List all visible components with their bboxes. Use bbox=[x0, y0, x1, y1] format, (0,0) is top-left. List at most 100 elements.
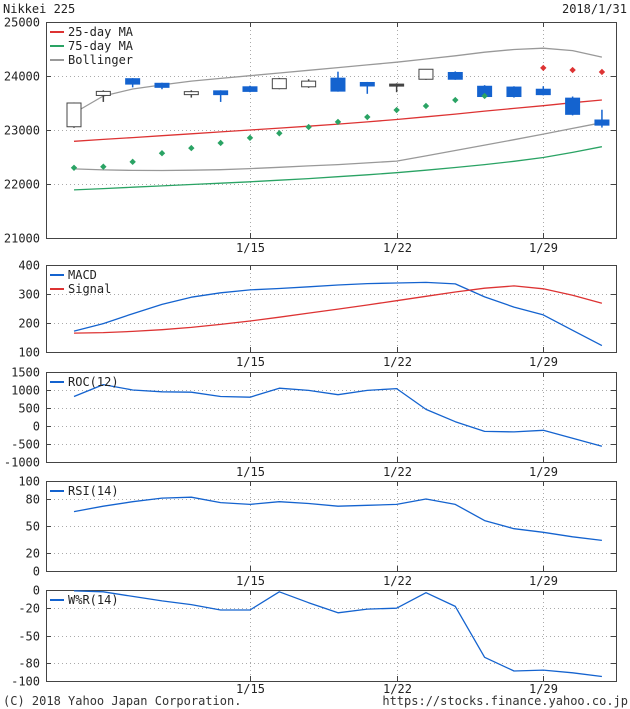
y-axis-label: 24000 bbox=[4, 70, 40, 84]
y-axis-label: -100 bbox=[11, 675, 40, 689]
candle-1-10 bbox=[154, 82, 170, 90]
y-axis-label: 0 bbox=[33, 584, 40, 598]
75-day-ma-line bbox=[73, 146, 603, 191]
roc-12--line bbox=[73, 383, 603, 447]
x-axis-label: 1/29 bbox=[529, 465, 558, 479]
sar-up-dots-dot bbox=[334, 118, 342, 126]
sar-up-dots-dot bbox=[364, 113, 371, 121]
candle-body bbox=[535, 88, 551, 96]
candle-body bbox=[271, 78, 287, 90]
x-axis-label: 1/29 bbox=[529, 241, 558, 255]
candle-1-31 bbox=[594, 109, 610, 128]
legend-label: W%R(14) bbox=[68, 593, 119, 607]
x-axis-label: 1/29 bbox=[529, 355, 558, 369]
legend-label: MACD bbox=[68, 268, 97, 282]
rsi-14--line bbox=[73, 496, 602, 542]
w-r-14--line bbox=[73, 590, 602, 678]
candle-1-19 bbox=[359, 81, 375, 94]
legend-label: Bollinger bbox=[68, 53, 133, 67]
y-axis-label: -20 bbox=[18, 602, 40, 616]
bollinger-lower-line bbox=[73, 122, 603, 172]
y-axis-label: 1500 bbox=[11, 366, 40, 380]
candle-body bbox=[565, 97, 581, 115]
sar-up-dots-dot bbox=[393, 106, 400, 114]
candle-1-17 bbox=[301, 79, 317, 88]
chart-title: Nikkei 225 bbox=[3, 2, 76, 16]
sar-up-dots-dot bbox=[100, 163, 107, 170]
candle-body bbox=[154, 82, 170, 88]
candle-body bbox=[213, 90, 229, 96]
x-axis-label: 1/15 bbox=[236, 241, 265, 255]
candle-body bbox=[359, 81, 375, 87]
sar-down-dots-dot bbox=[569, 66, 576, 74]
macd-line bbox=[73, 281, 603, 347]
candle-body bbox=[242, 86, 258, 92]
y-axis-label: 200 bbox=[18, 317, 40, 331]
signal-line bbox=[73, 285, 603, 334]
candle-body bbox=[66, 102, 82, 128]
x-axis-label: 1/22 bbox=[383, 574, 412, 588]
legend-label: 25-day MA bbox=[68, 25, 134, 39]
y-axis-label: 50 bbox=[26, 520, 40, 534]
panel-wpr: -100 -80 -50 -20 0 1/15 1/22 1/29 W%R(14) bbox=[11, 584, 617, 696]
candle-body bbox=[389, 83, 405, 87]
candle-body bbox=[95, 90, 111, 96]
candle-1-29 bbox=[535, 86, 551, 96]
candle-1-26 bbox=[506, 86, 522, 98]
candle-1-18 bbox=[330, 71, 346, 92]
y-axis-label: -80 bbox=[18, 657, 40, 671]
x-axis-label: 1/22 bbox=[383, 241, 412, 255]
panel-rsi: 0 20 50 80 100 1/15 1/22 1/29 RSI(14) bbox=[18, 475, 617, 588]
y-axis-label: 21000 bbox=[4, 232, 40, 246]
sar-up-dots-dot bbox=[481, 92, 488, 100]
candle-1-23 bbox=[418, 68, 434, 80]
sar-down-dots-dot bbox=[540, 64, 547, 72]
x-axis-label: 1/15 bbox=[236, 355, 265, 369]
panel-frame bbox=[46, 590, 617, 682]
candle-1-4 bbox=[66, 102, 82, 128]
y-axis-label: 23000 bbox=[4, 124, 40, 138]
y-axis-label: 80 bbox=[26, 493, 40, 507]
candle-1-22 bbox=[389, 83, 405, 93]
legend-label: ROC(12) bbox=[68, 375, 119, 389]
y-axis-label: 1000 bbox=[11, 384, 40, 398]
chart-date: 2018/1/31 bbox=[561, 2, 627, 16]
x-axis-label: 1/15 bbox=[236, 465, 265, 479]
y-axis-label: 100 bbox=[18, 346, 40, 360]
panel-frame bbox=[46, 265, 617, 353]
candle-1-11 bbox=[183, 90, 199, 98]
legend-label: 75-day MA bbox=[68, 39, 134, 53]
sar-up-dots-dot bbox=[217, 139, 224, 147]
candles bbox=[66, 68, 610, 128]
candle-1-24 bbox=[447, 71, 463, 80]
panel-frame bbox=[46, 22, 617, 239]
y-axis-label: 20 bbox=[26, 547, 40, 561]
x-axis-label: 1/22 bbox=[383, 682, 412, 696]
sar-up-dots-dot bbox=[422, 102, 430, 110]
candle-body bbox=[183, 91, 199, 96]
legend-label: RSI(14) bbox=[68, 484, 119, 498]
y-axis-label: 0 bbox=[33, 565, 40, 579]
x-axis-label: 1/22 bbox=[383, 355, 412, 369]
candle-body bbox=[447, 71, 463, 80]
sar-up-dots-dot bbox=[129, 158, 136, 166]
candle-body bbox=[125, 78, 141, 85]
x-axis-label: 1/15 bbox=[236, 682, 265, 696]
candle-1-16 bbox=[271, 77, 287, 90]
candle-body bbox=[418, 68, 434, 80]
sar-up-dots-dot bbox=[305, 123, 312, 131]
y-axis-label: 25000 bbox=[4, 16, 40, 30]
x-axis-label: 1/22 bbox=[383, 465, 412, 479]
footer-copyright: (C) 2018 Yahoo Japan Corporation. bbox=[3, 694, 242, 708]
y-axis-label: 300 bbox=[18, 288, 40, 302]
candle-1-5 bbox=[95, 90, 111, 102]
legend-label: Signal bbox=[68, 282, 111, 296]
candle-1-15 bbox=[242, 85, 258, 93]
sar-up-dots-dot bbox=[70, 164, 78, 171]
y-axis-label: 400 bbox=[18, 259, 40, 273]
y-axis-label: 500 bbox=[18, 402, 40, 416]
x-axis-label: 1/15 bbox=[236, 574, 265, 588]
candle-body bbox=[330, 77, 346, 92]
